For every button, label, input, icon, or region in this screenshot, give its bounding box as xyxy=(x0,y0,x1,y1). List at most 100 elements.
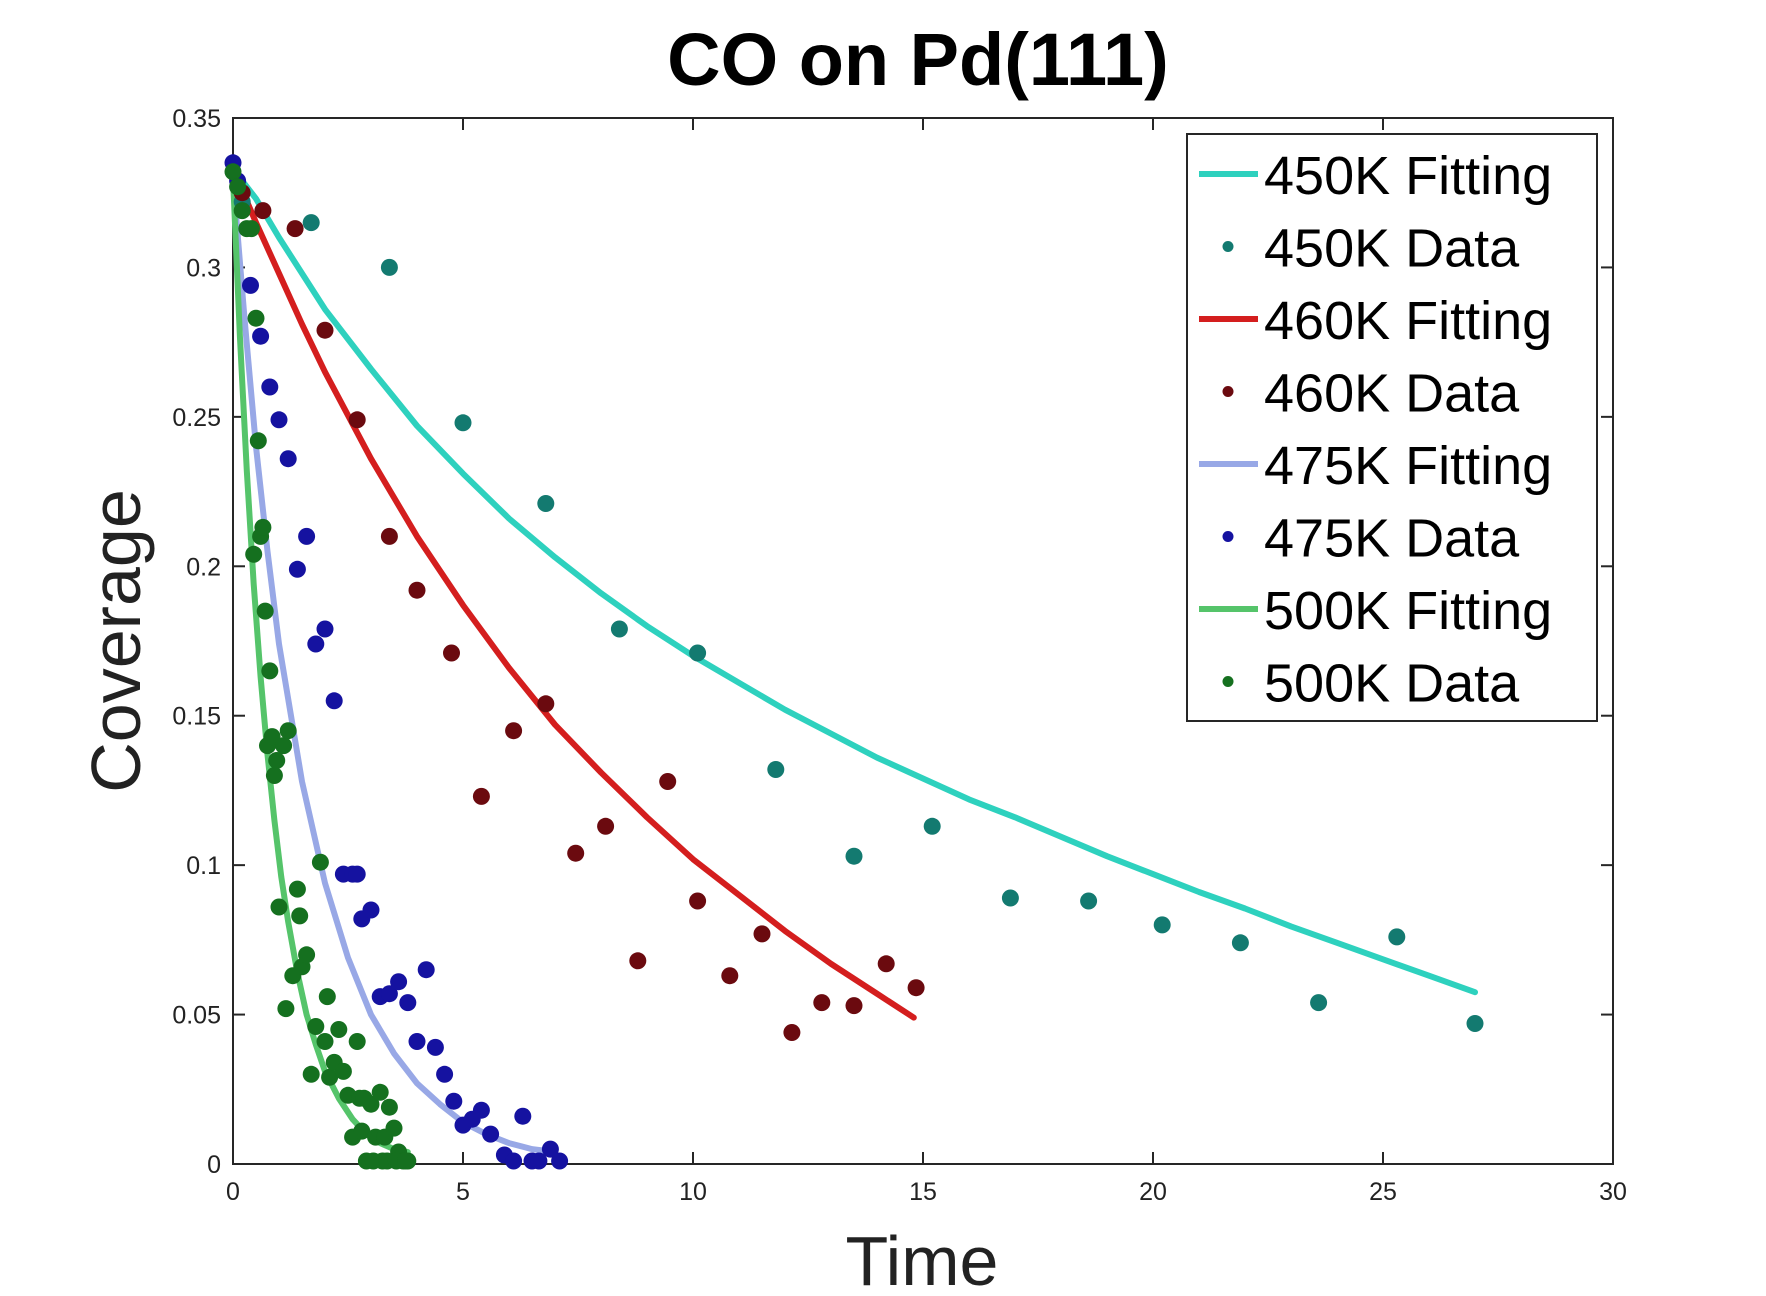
y-tick-label: 0.35 xyxy=(172,105,221,133)
data-point xyxy=(288,560,306,578)
x-tick-label: 5 xyxy=(456,1178,470,1206)
legend-item-500k-data: 500K Data xyxy=(1222,654,1520,714)
legend-label: 460K Fitting xyxy=(1264,291,1552,351)
data-point xyxy=(279,722,297,740)
data-point xyxy=(1231,934,1249,952)
data-point xyxy=(472,787,490,805)
data-point xyxy=(1388,928,1406,946)
data-point xyxy=(380,527,398,545)
legend-item-460k-fitting: 460K Fitting xyxy=(1199,291,1552,351)
y-tick-label: 0.1 xyxy=(186,852,221,880)
data-point xyxy=(311,853,329,871)
data-point xyxy=(408,581,426,599)
data-point xyxy=(537,495,555,512)
legend-dot-swatch xyxy=(1222,241,1234,252)
data-point xyxy=(270,898,288,916)
data-point xyxy=(355,1089,373,1107)
chart-title: CO on Pd(111) xyxy=(667,18,1169,101)
series-450k-fitting xyxy=(230,165,1478,996)
x-tick-label: 20 xyxy=(1139,1178,1167,1206)
data-point xyxy=(537,695,555,713)
data-point xyxy=(302,1065,320,1083)
legend-label: 475K Fitting xyxy=(1264,436,1552,496)
data-point xyxy=(845,847,863,865)
data-point xyxy=(348,865,366,883)
data-point xyxy=(247,309,265,327)
data-point xyxy=(362,901,380,919)
data-point xyxy=(242,276,259,294)
series-line-460k-fitting xyxy=(230,165,917,1021)
data-point xyxy=(371,1083,389,1101)
data-point xyxy=(302,214,320,232)
legend-dot-swatch xyxy=(1222,676,1234,687)
data-point xyxy=(659,773,677,790)
x-tick-label: 10 xyxy=(679,1178,707,1206)
legend-label: 500K Fitting xyxy=(1264,581,1552,641)
legend-dot-swatch xyxy=(1222,386,1234,397)
legend-item-475k-fitting: 475K Fitting xyxy=(1199,436,1552,496)
y-tick-label: 0.2 xyxy=(186,553,221,581)
data-point xyxy=(254,518,272,536)
data-point xyxy=(265,767,283,784)
y-tick-label: 0.15 xyxy=(172,703,221,731)
data-point xyxy=(385,1119,403,1137)
data-point xyxy=(1153,916,1171,934)
data-point xyxy=(610,620,628,638)
data-point xyxy=(397,1152,414,1170)
data-point xyxy=(813,994,831,1012)
data-point xyxy=(408,1033,426,1050)
legend-item-500k-fitting: 500K Fitting xyxy=(1199,581,1552,641)
legend-label: 475K Data xyxy=(1264,509,1520,569)
series-points-500k-data xyxy=(224,163,417,1170)
x-tick-label: 25 xyxy=(1369,1178,1397,1206)
data-point xyxy=(353,1122,371,1140)
data-point xyxy=(321,1068,339,1086)
data-point xyxy=(380,258,398,276)
legend-item-450k-fitting: 450K Fitting xyxy=(1199,146,1552,206)
legend-item-460k-data: 460K Data xyxy=(1222,364,1520,424)
data-point xyxy=(783,1024,801,1041)
data-point xyxy=(330,1021,348,1038)
data-point xyxy=(256,602,274,620)
data-point xyxy=(689,892,707,910)
data-point xyxy=(245,545,263,563)
plot-series xyxy=(224,154,1484,1170)
legend-item-450k-data: 450K Data xyxy=(1222,219,1520,279)
data-point xyxy=(242,220,260,238)
legend-label: 460K Data xyxy=(1264,364,1520,424)
data-point xyxy=(291,907,309,925)
series-460k-fitting xyxy=(230,165,917,1021)
data-point xyxy=(721,967,739,985)
x-tick-label: 15 xyxy=(909,1178,937,1206)
data-point xyxy=(1466,1015,1484,1032)
legend-label: 450K Fitting xyxy=(1264,146,1552,206)
data-point xyxy=(263,728,281,746)
y-tick-label: 0.25 xyxy=(172,404,221,432)
data-point xyxy=(541,1140,559,1158)
data-point xyxy=(334,1062,352,1080)
data-point xyxy=(567,844,585,862)
data-point xyxy=(288,880,306,898)
data-point xyxy=(845,997,863,1015)
data-point xyxy=(275,737,293,755)
data-point xyxy=(286,220,304,238)
data-point xyxy=(318,988,336,1006)
data-point xyxy=(233,202,251,220)
legend-label: 450K Data xyxy=(1264,219,1520,279)
data-point xyxy=(307,635,325,653)
data-point xyxy=(261,662,279,680)
x-axis-label: Time xyxy=(846,1222,999,1296)
y-tick-label: 0.3 xyxy=(186,254,221,282)
data-point xyxy=(316,620,334,638)
legend-label: 500K Data xyxy=(1264,654,1520,714)
data-point xyxy=(1001,889,1019,907)
data-point xyxy=(229,178,247,196)
series-line-450k-fitting xyxy=(230,165,1478,996)
data-point xyxy=(629,952,647,970)
data-point xyxy=(436,1065,454,1083)
data-point xyxy=(426,1038,444,1056)
data-point xyxy=(907,979,925,997)
data-point xyxy=(261,378,279,396)
x-tick-label: 30 xyxy=(1599,1178,1627,1206)
